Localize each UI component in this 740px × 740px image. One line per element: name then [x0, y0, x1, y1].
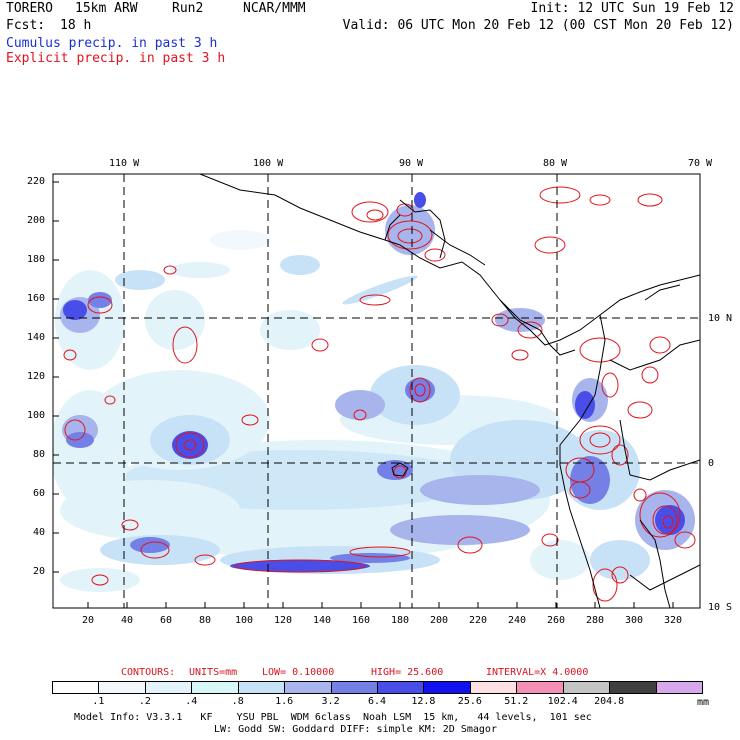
y-tick-label: 180 — [27, 254, 46, 265]
explicit-precip-legend: Explicit precip. in past 3 h — [6, 51, 226, 66]
model-org: NCAR/MMM — [243, 1, 306, 16]
model-info: Model Info: V3.3.1 KF YSU PBL WDM 6class… — [74, 712, 592, 723]
physics-info: LW: Godd SW: Goddard DIFF: simple KM: 2D… — [214, 724, 497, 735]
init-time: Init: 12 UTC Sun 19 Feb 12 — [530, 1, 735, 16]
contours-label: CONTOURS: — [121, 667, 176, 678]
y-tick-label: 220 — [27, 176, 46, 187]
contours-units: UNITS=mm — [189, 667, 238, 678]
y-tick-label: 140 — [27, 332, 46, 343]
contours-high: HIGH= 25.600 — [371, 667, 444, 678]
forecast-hour: 18 h — [60, 18, 92, 33]
colorbar-swatch — [237, 681, 286, 694]
x-tick-label: 180 — [391, 615, 410, 626]
colorbar-label: 204.8 — [594, 696, 625, 707]
x-tick-label: 20 — [82, 615, 95, 626]
x-tick-label: 220 — [469, 615, 488, 626]
x-tick-label: 260 — [547, 615, 566, 626]
contours-low: LOW= 0.10000 — [262, 667, 335, 678]
x-tick-label: 160 — [352, 615, 371, 626]
x-axis-ticks — [87, 602, 674, 608]
x-tick-label: 100 — [235, 615, 254, 626]
colorbar-swatch — [144, 681, 193, 694]
colorbar-swatch — [377, 681, 425, 694]
y-tick-label: 200 — [27, 215, 46, 226]
contours-interval: INTERVAL=X 4.0000 — [486, 667, 589, 678]
x-tick-label: 140 — [313, 615, 332, 626]
x-tick-label: 200 — [430, 615, 449, 626]
lat-label-10n: 10 N — [708, 313, 733, 324]
colorbar-label: 6.4 — [367, 696, 387, 707]
colorbar-swatch — [191, 681, 239, 694]
y-tick-label: 120 — [27, 371, 46, 382]
colorbar-swatch — [516, 681, 564, 694]
model-name: TORERO — [6, 1, 53, 16]
colorbar-label: .8 — [231, 696, 244, 707]
colorbar-label: 12.8 — [411, 696, 436, 707]
colorbar-swatch — [609, 681, 657, 694]
y-tick-label: 80 — [33, 449, 46, 460]
model-run: Run2 — [172, 1, 204, 16]
colorbar-label: .1 — [92, 696, 105, 707]
x-tick-label: 60 — [160, 615, 173, 626]
colorbar-label: .4 — [185, 696, 198, 707]
lon-label-80w: 80 W — [543, 158, 568, 169]
lon-label-110w: 110 W — [109, 158, 140, 169]
y-tick-label: 160 — [27, 293, 46, 304]
lon-label-90w: 90 W — [399, 158, 424, 169]
x-tick-label: 40 — [121, 615, 134, 626]
colorbar-label: 1.6 — [275, 696, 294, 707]
y-tick-label: 60 — [33, 488, 46, 499]
x-tick-label: 240 — [508, 615, 527, 626]
colorbar-swatch — [655, 681, 703, 694]
colorbar-swatch — [562, 681, 611, 694]
colorbar-label: 3.2 — [321, 696, 340, 707]
cumulus-precip-legend: Cumulus precip. in past 3 h — [6, 36, 218, 51]
y-tick-label: 100 — [27, 410, 46, 421]
lat-label-10s: 10 S — [708, 602, 733, 613]
model-resolution: 15km ARW — [75, 1, 138, 16]
x-tick-label: 320 — [664, 615, 683, 626]
colorbar-swatch — [423, 681, 471, 694]
x-tick-label: 280 — [586, 615, 605, 626]
map-frame — [52, 173, 701, 609]
colorbar-unit: mm — [697, 697, 710, 708]
colorbar-swatch — [469, 681, 518, 694]
colorbar-swatch — [284, 681, 332, 694]
x-tick-label: 80 — [199, 615, 212, 626]
colorbar-swatch — [52, 681, 100, 694]
graticule — [53, 174, 700, 608]
x-tick-label: 120 — [274, 615, 293, 626]
forecast-label: Fcst: — [6, 18, 46, 33]
colorbar-label: 102.4 — [547, 696, 578, 707]
x-tick-label: 300 — [625, 615, 644, 626]
valid-time: Valid: 06 UTC Mon 20 Feb 12 (00 CST Mon … — [342, 18, 734, 33]
colorbar-swatch — [330, 681, 378, 694]
coastlines — [199, 174, 700, 608]
lon-label-70w: 70 W — [688, 158, 713, 169]
colorbar-swatch — [98, 681, 146, 694]
lon-label-100w: 100 W — [253, 158, 284, 169]
colorbar-label: 25.6 — [457, 696, 482, 707]
y-tick-label: 20 — [33, 566, 46, 577]
colorbar-label: .2 — [138, 696, 151, 707]
y-tick-label: 40 — [33, 527, 46, 538]
lat-label-0: 0 — [708, 458, 715, 469]
y-axis-ticks — [53, 181, 59, 573]
colorbar-label: 51.2 — [504, 696, 529, 707]
